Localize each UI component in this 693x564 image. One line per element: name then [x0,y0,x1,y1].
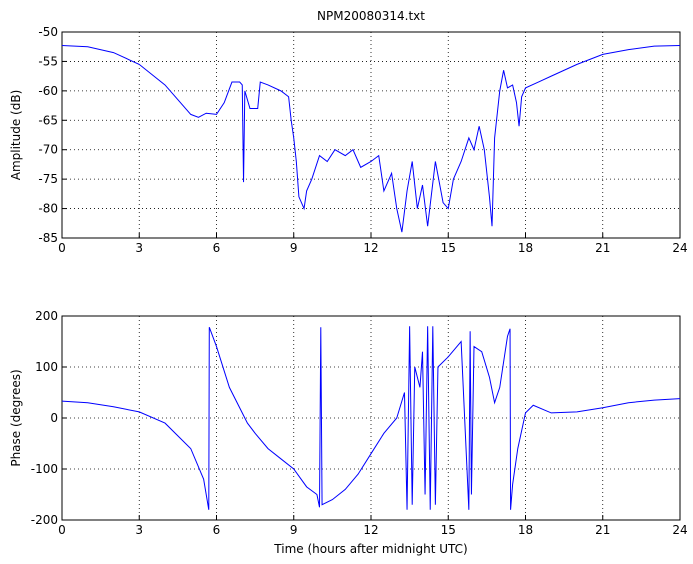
y-tick-label: -55 [38,54,58,68]
y-tick-label: -50 [38,25,58,39]
x-tick-label: 9 [290,241,298,255]
x-tick-label: 18 [518,523,533,537]
x-tick-label: 6 [213,523,221,537]
x-tick-label: 9 [290,523,298,537]
y-tick-label: -75 [38,172,58,186]
y-tick-label: -70 [38,143,58,157]
y-axis-label: Amplitude (dB) [9,90,23,181]
x-tick-label: 21 [595,523,610,537]
x-tick-label: 6 [213,241,221,255]
y-tick-label: -85 [38,231,58,245]
x-tick-label: 15 [441,241,456,255]
x-tick-label: 12 [363,241,378,255]
x-tick-label: 24 [672,523,687,537]
x-axis-label: Time (hours after midnight UTC) [273,542,467,556]
y-tick-label: 0 [50,411,58,425]
data-line [61,326,681,510]
y-tick-label: -80 [38,202,58,216]
y-tick-label: -100 [31,462,58,476]
x-tick-label: 18 [518,241,533,255]
y-tick-label: 200 [35,309,58,323]
y-tick-label: -65 [38,113,58,127]
x-tick-label: 12 [363,523,378,537]
chart-title: NPM20080314.txt [317,9,425,23]
axes-frame [61,315,681,521]
plot-area [62,32,680,238]
y-tick-label: 100 [35,360,58,374]
x-tick-label: 21 [595,241,610,255]
x-tick-label: 0 [58,241,66,255]
x-tick-label: 24 [672,241,687,255]
axes-frame [61,31,681,239]
y-tick-label: -200 [31,513,58,527]
x-tick-label: 3 [135,523,143,537]
data-line [61,45,681,233]
x-tick-label: 0 [58,523,66,537]
y-tick-label: -60 [38,84,58,98]
x-tick-label: 15 [441,523,456,537]
x-tick-label: 3 [135,241,143,255]
y-axis-label: Phase (degrees) [9,369,23,466]
